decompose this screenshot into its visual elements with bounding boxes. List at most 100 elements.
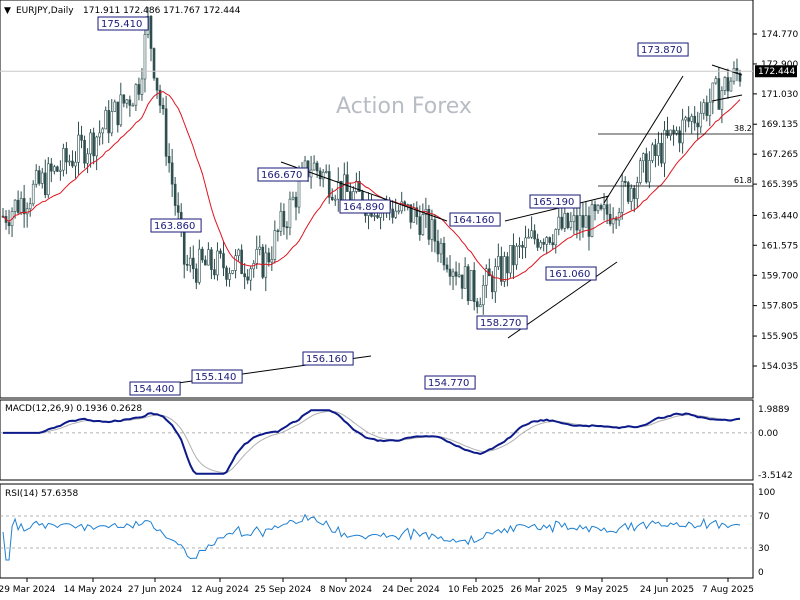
candle-body [173, 183, 177, 206]
y-tick-label: 169.135 [761, 120, 798, 130]
candle-body [288, 198, 292, 228]
main-panel-frame [0, 0, 754, 399]
candle-body [629, 187, 633, 202]
macd-indicator: 1.9889 0.00 -3.5142 [0, 405, 793, 481]
candle-body [696, 122, 700, 128]
candle-body [318, 170, 322, 180]
y-tick-label: 157.805 [761, 302, 798, 312]
price-annotation: 161.060 [549, 269, 590, 280]
candle-body [74, 161, 77, 167]
candle-body [77, 134, 80, 163]
candle-body [92, 132, 95, 157]
candle-body [702, 102, 706, 114]
candle-body [732, 68, 736, 82]
candle-body [291, 196, 295, 200]
candle-body [131, 104, 135, 107]
candle-body [83, 139, 86, 164]
candle-body [687, 117, 690, 122]
candle-body [276, 230, 280, 232]
candle-body [678, 130, 681, 144]
price-annotation-box [97, 16, 149, 31]
candle-body [195, 268, 198, 283]
x-tick-label: 24 Jun 2025 [640, 585, 694, 595]
macd-tick-label: -3.5142 [758, 471, 793, 481]
candle-body [421, 214, 425, 235]
candle-body [243, 273, 246, 278]
candle-body [666, 129, 669, 136]
price-annotation-box [129, 381, 181, 396]
candle-body [228, 273, 231, 280]
candle-body [454, 271, 458, 277]
candle-body [639, 160, 642, 183]
price-annotation: 156.160 [306, 354, 347, 365]
candle-body [675, 130, 678, 134]
candle-body [506, 256, 509, 274]
candle-body [7, 222, 11, 227]
price-annotation-box [637, 42, 689, 57]
rsi-tick-label: 0 [758, 568, 764, 578]
candle-body [654, 144, 657, 157]
candle-body [448, 268, 452, 277]
price-annotation-box [302, 351, 354, 366]
candle-body [409, 204, 413, 223]
candle-body [545, 237, 548, 245]
ma-line-path [2, 90, 741, 281]
candle-body [575, 215, 579, 231]
candle-body [560, 216, 564, 229]
macd-line [3, 409, 741, 475]
price-annotation-box [424, 375, 476, 390]
candle-body [56, 166, 59, 172]
candle-body [699, 112, 703, 128]
y-tick-label: 159.700 [761, 271, 798, 281]
moving-average [2, 90, 741, 281]
candle-body [430, 219, 434, 240]
candle-body [714, 78, 718, 84]
candle-body [723, 77, 727, 91]
candle-body [34, 170, 38, 185]
candle-body [491, 275, 494, 293]
y-tick-label: 161.575 [761, 241, 798, 251]
candle-body [651, 144, 654, 161]
candle-body [663, 129, 666, 164]
candle-body [623, 180, 627, 183]
price-annotation-box [150, 218, 202, 233]
candle-body [267, 252, 271, 263]
y-tick-label: 163.440 [761, 211, 798, 221]
candle-body [642, 153, 645, 162]
candle-body [469, 270, 473, 302]
price-annotation-box [545, 266, 597, 281]
candle-body [240, 249, 243, 274]
candle-body [584, 215, 588, 228]
price-annotation: 166.670 [261, 170, 302, 181]
candle-body [726, 77, 730, 92]
y-tick-label: 155.905 [761, 332, 798, 342]
candle-body [484, 268, 488, 286]
candle-body [515, 245, 518, 266]
candle-body [270, 259, 274, 263]
candle-body [705, 102, 709, 116]
candle-body [581, 215, 585, 228]
candle-body [660, 142, 663, 164]
candle-body [355, 180, 358, 192]
candle-body [22, 198, 26, 215]
candle-body [104, 110, 107, 130]
price-annotation-box [476, 315, 528, 330]
price-annotation: 164.890 [343, 202, 384, 213]
macd-title: MACD(12,26,9) 0.1936 0.2628 [5, 404, 142, 414]
candle-body [122, 94, 126, 104]
candle-body [578, 215, 582, 231]
candle-body [711, 82, 715, 103]
candle-body [518, 245, 521, 247]
x-tick-label: 10 Feb 2025 [448, 585, 504, 595]
candle-body [125, 99, 129, 104]
price-annotation: 164.160 [453, 215, 494, 226]
candle-body [343, 174, 346, 202]
candle-body [321, 171, 325, 180]
candle-body [442, 242, 446, 266]
candle-body [376, 215, 379, 218]
x-axis: 29 Mar 2024 14 May 2024 27 Jun 2024 12 Aug … [0, 578, 754, 595]
candle-body [237, 249, 240, 257]
candle-body [645, 153, 648, 183]
candle-body [614, 218, 618, 221]
